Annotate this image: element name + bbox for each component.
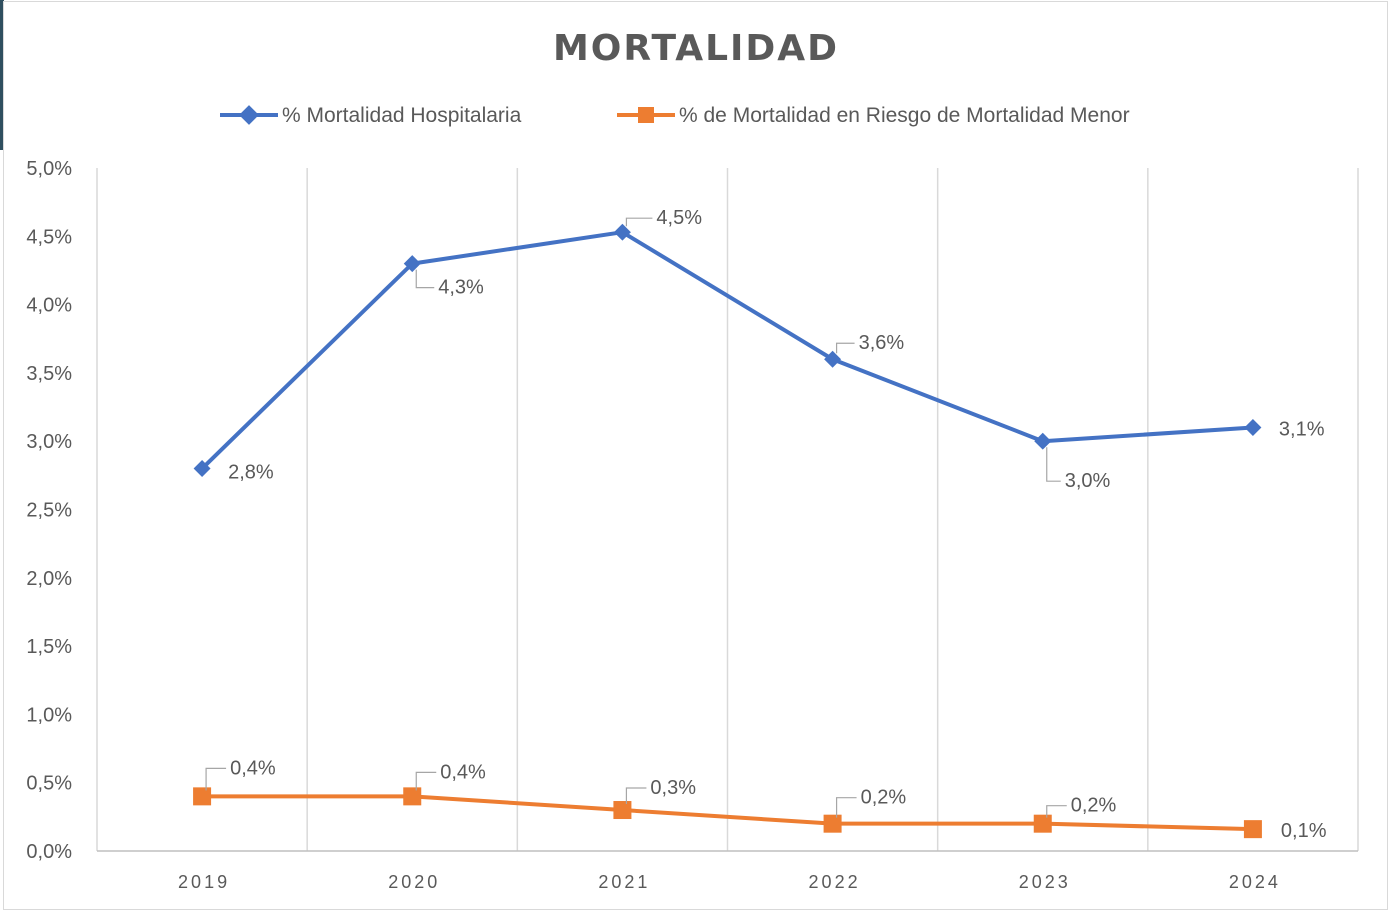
data-label: 0,2% [861,787,907,809]
legend: % Mortalidad Hospitalaria % de Mortalida… [220,104,1130,127]
data-label: 0,3% [650,777,696,799]
x-tick-label: 2022 [809,872,861,892]
series-line-0 [200,230,1254,470]
data-label: 0,2% [1071,795,1117,817]
data-point-square [193,787,212,806]
y-tick-label: 1,5% [26,636,72,658]
window-edge [0,0,4,150]
leader-line [415,269,435,289]
legend-item-riesgo-menor: % de Mortalidad en Riesgo de Mortalidad … [617,104,1130,127]
data-label: 0,4% [440,761,486,783]
data-point-diamond [1034,432,1052,450]
data-label: 0,4% [230,757,276,779]
data-label: 2,8% [228,462,274,484]
chart-title: MORTALIDAD [553,28,839,69]
y-tick-label: 0,0% [26,841,72,863]
data-point-square [823,814,842,833]
y-tick-label: 4,0% [26,295,72,317]
x-tick-label: 2023 [1019,872,1071,892]
y-tick-label: 3,5% [26,363,72,385]
data-point-square [403,787,422,806]
data-label: 3,0% [1065,470,1111,492]
chart-border [3,1,1388,910]
y-tick-label: 2,0% [26,568,72,590]
legend-square-marker [638,107,654,123]
data-point-diamond [403,255,421,273]
leader-line [835,797,857,818]
y-tick-label: 2,5% [26,500,72,522]
legend-label-riesgo-menor: % de Mortalidad en Riesgo de Mortalidad … [679,104,1130,127]
data-point-square [613,801,632,820]
x-tick-label: 2024 [1229,872,1281,892]
axes: 0,0% 0,5% 1,0% 1,5% 2,0% 2,5% 3,0% 3,5% 4,0% 4,5%… [26,158,1358,892]
leader-line [415,771,437,791]
y-tick-label: 5,0% [26,158,72,180]
data-label: 4,5% [656,207,702,229]
data-label: 0,1% [1281,820,1327,842]
series-line-1 [202,794,1253,832]
legend-diamond-marker [239,105,259,125]
grid [96,168,1359,851]
data-point-square [1243,820,1262,839]
data-label: 3,1% [1279,419,1325,441]
y-tick-label: 3,0% [26,431,72,453]
x-tick-label: 2020 [388,872,440,892]
legend-label-hospitalaria: % Mortalidad Hospitalaria [282,104,522,127]
leader-line [205,767,227,791]
legend-item-hospitalaria: % Mortalidad Hospitalaria [220,104,522,127]
data-point-diamond [1244,419,1262,437]
leader-line [1046,805,1067,818]
leader-line [625,217,653,227]
data-point-square [1033,814,1052,833]
y-tick-label: 0,5% [26,773,72,795]
leader-line [625,787,647,805]
data-point-diamond [824,350,842,368]
data-label: 4,3% [438,277,484,299]
x-tick-label: 2019 [178,872,230,892]
leader-line [835,342,855,354]
data-point-diamond [193,460,211,478]
leader-line [1046,447,1061,482]
data-point-diamond [613,223,631,241]
x-tick-label: 2021 [598,872,650,892]
y-tick-label: 1,0% [26,704,72,726]
y-tick-label: 4,5% [26,226,72,248]
data-label: 3,6% [859,332,905,354]
data-labels-layer: 2,8% 4,3% 4,5% 3,6% 3,0% 3,1% 0,4% 0,4% 0,3% 0,2%… [205,207,1327,842]
